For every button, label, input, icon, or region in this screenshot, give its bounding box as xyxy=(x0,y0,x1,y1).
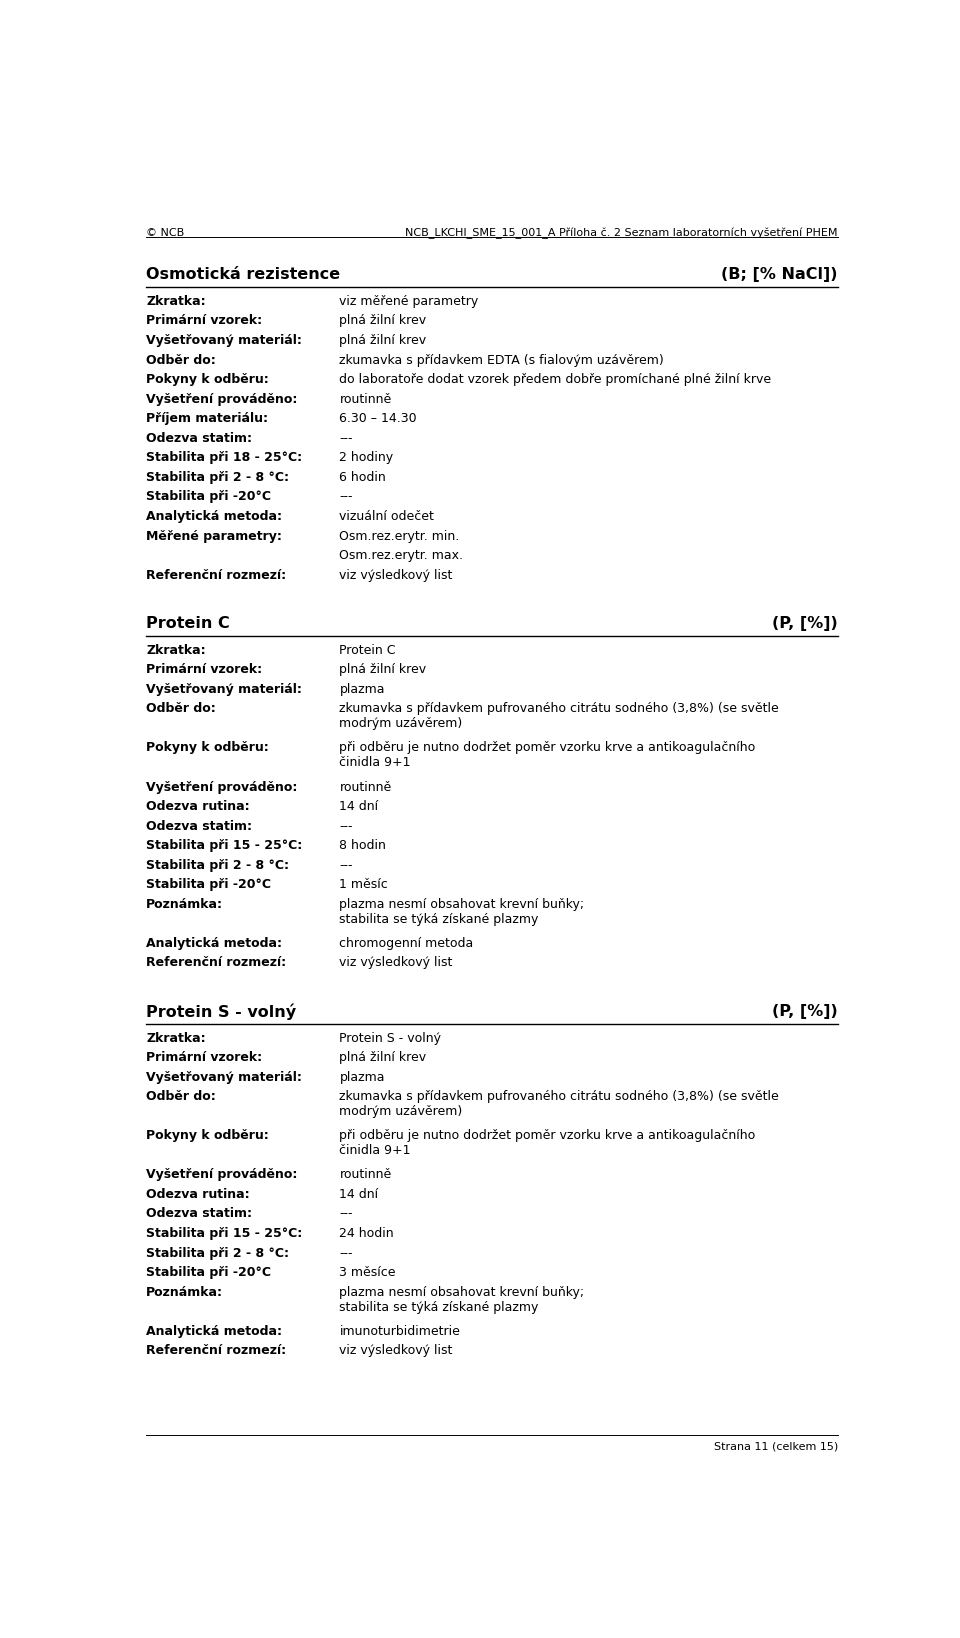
Text: Pokyny k odběru:: Pokyny k odběru: xyxy=(146,373,269,387)
Text: Protein S - volný: Protein S - volný xyxy=(340,1032,442,1045)
Text: Zkratka:: Zkratka: xyxy=(146,644,205,657)
Text: Vyšetření prováděno:: Vyšetření prováděno: xyxy=(146,393,298,406)
Text: Odběr do:: Odběr do: xyxy=(146,354,216,367)
Text: Příjem materiálu:: Příjem materiálu: xyxy=(146,413,268,426)
Text: Stabilita při 15 - 25°C:: Stabilita při 15 - 25°C: xyxy=(146,839,302,852)
Text: imunoturbidimetrie: imunoturbidimetrie xyxy=(340,1325,461,1338)
Text: Stabilita při 2 - 8 °C:: Stabilita při 2 - 8 °C: xyxy=(146,470,289,483)
Text: Analytická metoda:: Analytická metoda: xyxy=(146,509,282,523)
Text: plazma nesmí obsahovat krevní buňky;
stabilita se týká získané plazmy: plazma nesmí obsahovat krevní buňky; sta… xyxy=(340,1286,585,1314)
Text: Osm.rez.erytr. min.: Osm.rez.erytr. min. xyxy=(340,529,460,542)
Text: (P, [%]): (P, [%]) xyxy=(772,1004,838,1019)
Text: Referenční rozmezí:: Referenční rozmezí: xyxy=(146,957,286,970)
Text: Referenční rozmezí:: Referenční rozmezí: xyxy=(146,568,286,581)
Text: Zkratka:: Zkratka: xyxy=(146,1032,205,1045)
Text: Stabilita při 18 - 25°C:: Stabilita při 18 - 25°C: xyxy=(146,452,302,464)
Text: viz výsledkový list: viz výsledkový list xyxy=(340,957,453,970)
Text: Stabilita při 2 - 8 °C:: Stabilita při 2 - 8 °C: xyxy=(146,1247,289,1260)
Text: Stabilita při 15 - 25°C:: Stabilita při 15 - 25°C: xyxy=(146,1227,302,1240)
Text: routinně: routinně xyxy=(340,1168,392,1181)
Text: Vyšetřovaný materiál:: Vyšetřovaný materiál: xyxy=(146,1071,301,1084)
Text: NCB_LKCHI_SME_15_001_A Příloha č. 2 Seznam laboratorních vyšetření PHEM: NCB_LKCHI_SME_15_001_A Příloha č. 2 Sezn… xyxy=(405,228,838,239)
Text: Osm.rez.erytr. max.: Osm.rez.erytr. max. xyxy=(340,549,464,562)
Text: viz měřené parametry: viz měřené parametry xyxy=(340,295,479,308)
Text: plná žilní krev: plná žilní krev xyxy=(340,314,426,328)
Text: 14 dní: 14 dní xyxy=(340,799,378,812)
Text: 3 měsíce: 3 měsíce xyxy=(340,1266,396,1279)
Text: Primární vzorek:: Primární vzorek: xyxy=(146,1052,262,1065)
Text: 1 měsíc: 1 měsíc xyxy=(340,878,388,891)
Text: ---: --- xyxy=(340,432,353,446)
Text: Pokyny k odběru:: Pokyny k odběru: xyxy=(146,1129,269,1142)
Text: plná žilní krev: plná žilní krev xyxy=(340,663,426,676)
Text: 2 hodiny: 2 hodiny xyxy=(340,452,394,464)
Text: Odběr do:: Odběr do: xyxy=(146,703,216,716)
Text: Analytická metoda:: Analytická metoda: xyxy=(146,937,282,950)
Text: vizuální odečet: vizuální odečet xyxy=(340,509,434,523)
Text: Odběr do:: Odběr do: xyxy=(146,1091,216,1102)
Text: ---: --- xyxy=(340,1207,353,1220)
Text: Vyšetřovaný materiál:: Vyšetřovaný materiál: xyxy=(146,334,301,347)
Text: viz výsledkový list: viz výsledkový list xyxy=(340,568,453,581)
Text: chromogenní metoda: chromogenní metoda xyxy=(340,937,473,950)
Text: routinně: routinně xyxy=(340,393,392,406)
Text: Referenční rozmezí:: Referenční rozmezí: xyxy=(146,1345,286,1358)
Text: Odezva rutina:: Odezva rutina: xyxy=(146,799,250,812)
Text: Odezva rutina:: Odezva rutina: xyxy=(146,1188,250,1201)
Text: Vyšetření prováděno:: Vyšetření prováděno: xyxy=(146,1168,298,1181)
Text: 6.30 – 14.30: 6.30 – 14.30 xyxy=(340,413,417,426)
Text: Poznámka:: Poznámka: xyxy=(146,898,223,911)
Text: Osmotická rezistence: Osmotická rezistence xyxy=(146,267,340,282)
Text: Odezva statim:: Odezva statim: xyxy=(146,432,252,446)
Text: © NCB: © NCB xyxy=(146,228,184,238)
Text: Analytická metoda:: Analytická metoda: xyxy=(146,1325,282,1338)
Text: ---: --- xyxy=(340,490,353,503)
Text: zkumavka s přídavkem EDTA (s fialovým uzávěrem): zkumavka s přídavkem EDTA (s fialovým uz… xyxy=(340,354,664,367)
Text: 24 hodin: 24 hodin xyxy=(340,1227,395,1240)
Text: do laboratoře dodat vzorek předem dobře promíchané plné žilní krve: do laboratoře dodat vzorek předem dobře … xyxy=(340,373,772,387)
Text: (P, [%]): (P, [%]) xyxy=(772,616,838,631)
Text: plná žilní krev: plná žilní krev xyxy=(340,1052,426,1065)
Text: Zkratka:: Zkratka: xyxy=(146,295,205,308)
Text: viz výsledkový list: viz výsledkový list xyxy=(340,1345,453,1358)
Text: ---: --- xyxy=(340,1247,353,1260)
Text: (B; [% NaCl]): (B; [% NaCl]) xyxy=(722,267,838,282)
Text: Stabilita při -20°C: Stabilita při -20°C xyxy=(146,490,271,503)
Text: Vyšetření prováděno:: Vyšetření prováděno: xyxy=(146,781,298,793)
Text: routinně: routinně xyxy=(340,781,392,793)
Text: při odběru je nutno dodržet poměr vzorku krve a antikoagulačního
činidla 9+1: při odběru je nutno dodržet poměr vzorku… xyxy=(340,742,756,770)
Text: 8 hodin: 8 hodin xyxy=(340,839,386,852)
Text: Odezva statim:: Odezva statim: xyxy=(146,819,252,832)
Text: Stabilita při -20°C: Stabilita při -20°C xyxy=(146,1266,271,1279)
Text: Odezva statim:: Odezva statim: xyxy=(146,1207,252,1220)
Text: plazma: plazma xyxy=(340,683,385,696)
Text: zkumavka s přídavkem pufrovaného citrátu sodného (3,8%) (se světle
modrým uzávěr: zkumavka s přídavkem pufrovaného citrátu… xyxy=(340,703,780,731)
Text: zkumavka s přídavkem pufrovaného citrátu sodného (3,8%) (se světle
modrým uzávěr: zkumavka s přídavkem pufrovaného citrátu… xyxy=(340,1091,780,1119)
Text: plazma: plazma xyxy=(340,1071,385,1084)
Text: Pokyny k odběru:: Pokyny k odběru: xyxy=(146,742,269,755)
Text: Primární vzorek:: Primární vzorek: xyxy=(146,314,262,328)
Text: Vyšetřovaný materiál:: Vyšetřovaný materiál: xyxy=(146,683,301,696)
Text: Stabilita při 2 - 8 °C:: Stabilita při 2 - 8 °C: xyxy=(146,858,289,871)
Text: plná žilní krev: plná žilní krev xyxy=(340,334,426,347)
Text: Protein C: Protein C xyxy=(340,644,396,657)
Text: Strana 11 (celkem 15): Strana 11 (celkem 15) xyxy=(713,1441,838,1451)
Text: Primární vzorek:: Primární vzorek: xyxy=(146,663,262,676)
Text: ---: --- xyxy=(340,858,353,871)
Text: 14 dní: 14 dní xyxy=(340,1188,378,1201)
Text: Protein S - volný: Protein S - volný xyxy=(146,1004,297,1020)
Text: Měřené parametry:: Měřené parametry: xyxy=(146,529,282,542)
Text: ---: --- xyxy=(340,819,353,832)
Text: při odběru je nutno dodržet poměr vzorku krve a antikoagulačního
činidla 9+1: při odběru je nutno dodržet poměr vzorku… xyxy=(340,1129,756,1158)
Text: Poznámka:: Poznámka: xyxy=(146,1286,223,1299)
Text: 6 hodin: 6 hodin xyxy=(340,470,386,483)
Text: Protein C: Protein C xyxy=(146,616,229,631)
Text: Stabilita při -20°C: Stabilita při -20°C xyxy=(146,878,271,891)
Text: plazma nesmí obsahovat krevní buňky;
stabilita se týká získané plazmy: plazma nesmí obsahovat krevní buňky; sta… xyxy=(340,898,585,925)
